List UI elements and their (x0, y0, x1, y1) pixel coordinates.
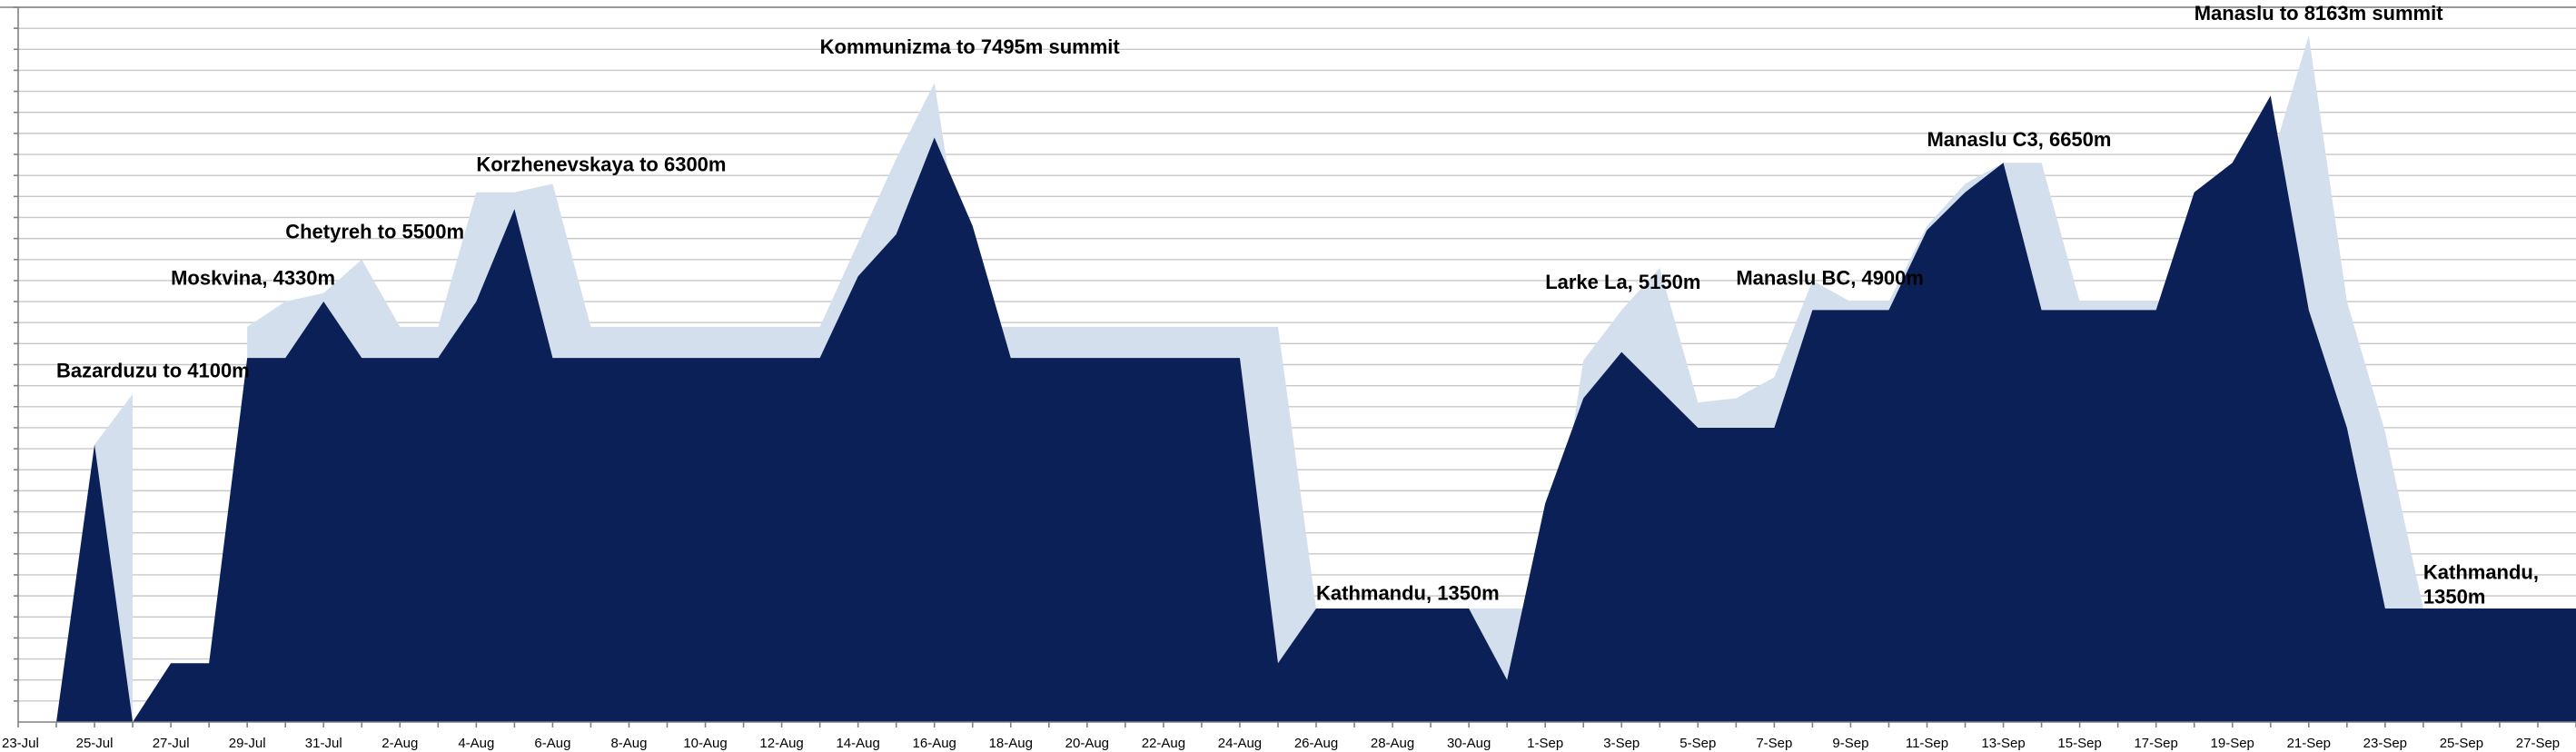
annotation-label: Kathmandu, 1350m (2423, 561, 2539, 609)
x-tick-label: 23-Sep (2363, 736, 2407, 751)
x-tick-label: 27-Jul (153, 736, 190, 751)
annotation-label: Larke La, 5150m (1545, 271, 1700, 293)
x-tick-label: 21-Sep (2287, 736, 2331, 751)
x-tick-label: 26-Aug (1294, 736, 1338, 751)
axes (0, 6, 2576, 727)
x-tick-label: 31-Jul (305, 736, 342, 751)
annotation-label: Kathmandu, 1350m (1316, 582, 1500, 605)
x-tick-label: 25-Sep (2440, 736, 2483, 751)
x-tick-label: 23-Jul (2, 736, 39, 751)
x-tick-label: 8-Aug (610, 736, 647, 751)
series-areas (56, 35, 2576, 723)
x-tick-label: 2-Aug (381, 736, 418, 751)
x-tick-label: 13-Sep (1981, 736, 2025, 751)
x-tick-label: 5-Sep (1679, 736, 1716, 751)
annotation-label: Chetyreh to 5500m (285, 221, 464, 243)
annotation-label: Manaslu C3, 6650m (1927, 128, 2111, 151)
annotation-label: Bazarduzu to 4100m (56, 359, 250, 381)
x-tick-labels: 23-Jul 25-Jul 27-Jul 29-Jul 31-Jul 2-Aug 4-Aug… (2, 736, 2560, 751)
x-tick-label: 17-Sep (2134, 736, 2177, 751)
x-tick-label: 16-Aug (913, 736, 956, 751)
annotation-label: Korzhenevskaya to 6300m (476, 153, 726, 176)
x-tick-label: 20-Aug (1065, 736, 1109, 751)
x-tick-label: 1-Sep (1527, 736, 1563, 751)
annotation-label: Kommunizma to 7495m summit (820, 35, 1121, 58)
x-tick-label: 30-Aug (1447, 736, 1491, 751)
x-tick-label: 12-Aug (759, 736, 803, 751)
x-tick-label: 10-Aug (683, 736, 727, 751)
annotation-label: Manaslu to 8163m summit (2195, 2, 2444, 25)
annotation-label: Manaslu BC, 4900m (1736, 267, 1924, 290)
x-tick-label: 27-Sep (2516, 736, 2560, 751)
x-tick-label: 15-Sep (2057, 736, 2101, 751)
annotation-label: Moskvina, 4330m (171, 267, 335, 290)
x-tick-label: 25-Jul (76, 736, 114, 751)
x-tick-label: 7-Sep (1756, 736, 1792, 751)
x-tick-label: 28-Aug (1371, 736, 1414, 751)
x-tick-label: 24-Aug (1218, 736, 1262, 751)
x-tick-label: 11-Sep (1906, 736, 1948, 751)
x-tick-label: 6-Aug (534, 736, 570, 751)
x-tick-label: 4-Aug (458, 736, 494, 751)
x-tick-label: 29-Jul (229, 736, 266, 751)
x-tick-label: 22-Aug (1142, 736, 1185, 751)
x-tick-label: 14-Aug (836, 736, 879, 751)
x-tick-label: 3-Sep (1603, 736, 1640, 751)
area-series-foreground (56, 95, 2576, 722)
x-tick-label: 19-Sep (2211, 736, 2254, 751)
annotations: Bazarduzu to 4100m Moskvina, 4330m Chetyre… (56, 2, 2539, 609)
x-tick-label: 9-Sep (1832, 736, 1868, 751)
x-tick-label: 18-Aug (989, 736, 1033, 751)
